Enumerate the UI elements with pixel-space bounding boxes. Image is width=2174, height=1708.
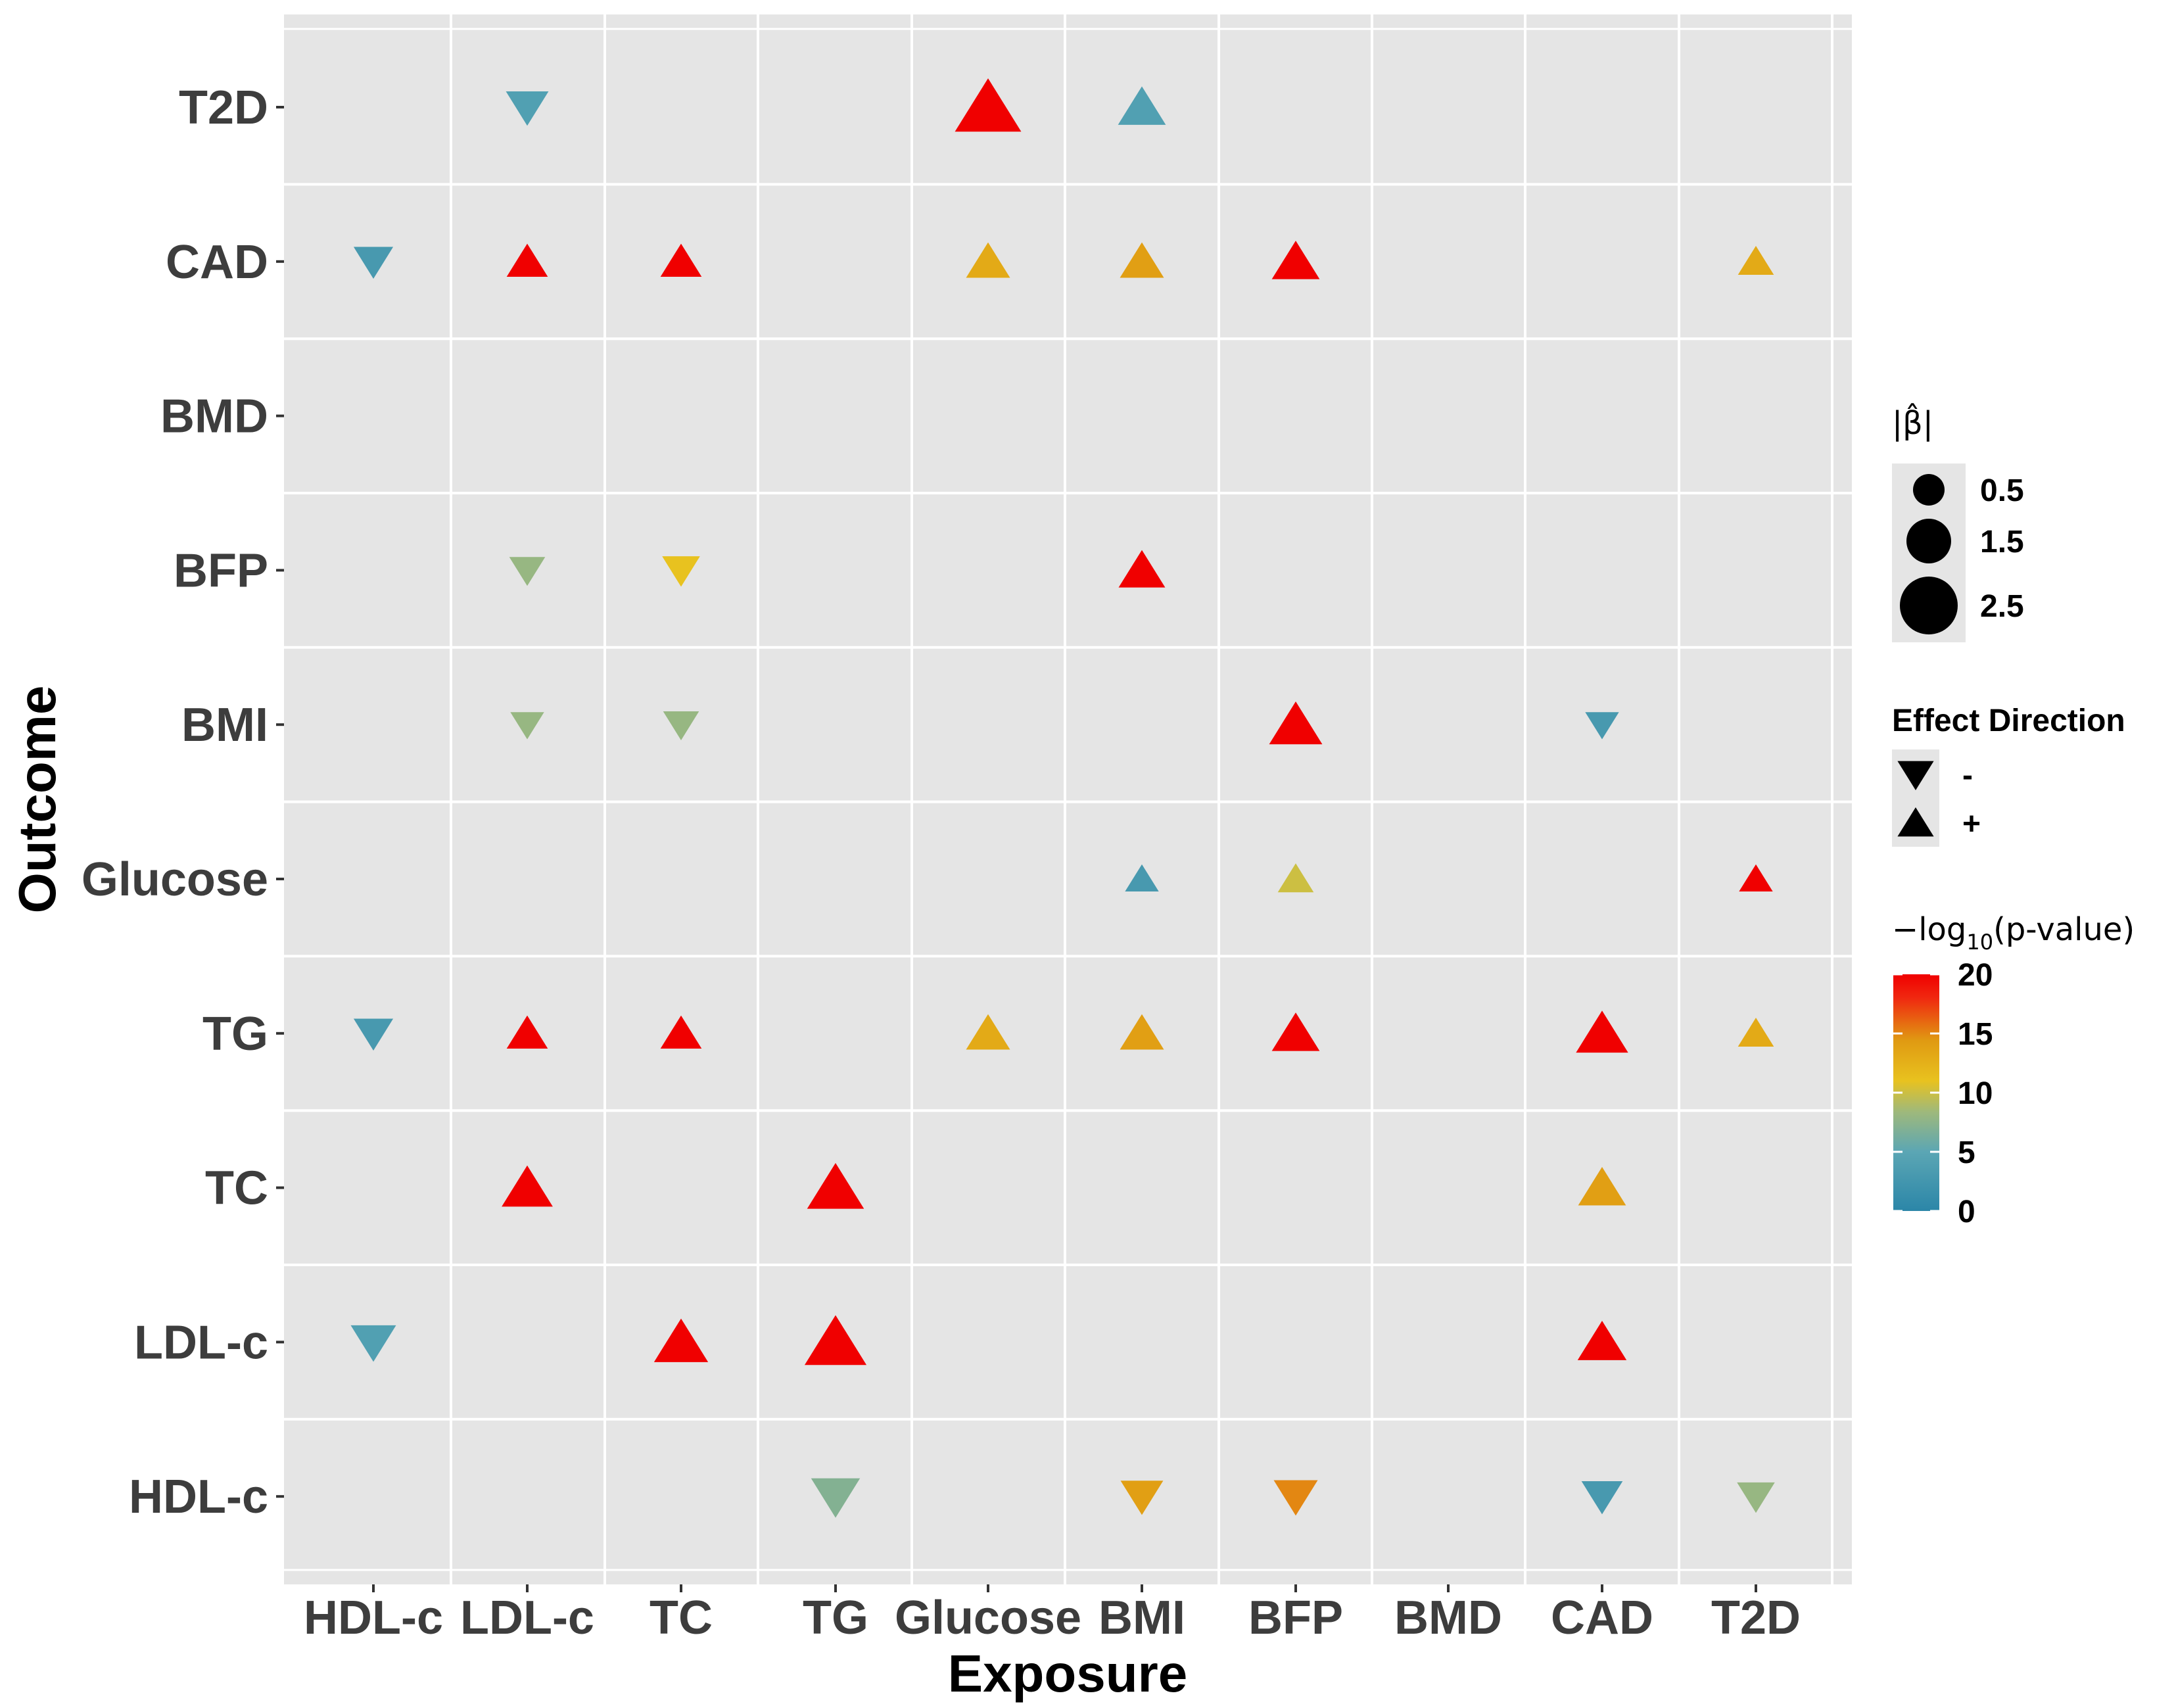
legend-color-title: −log10(p-value) — [1892, 911, 2135, 955]
legend-size-key — [1900, 577, 1958, 634]
y-tick-label: TG — [202, 1008, 268, 1060]
point-ldl-c-to-tc — [502, 1165, 553, 1207]
legend-size: |β̂| 0.5 1.5 2.5 — [1892, 402, 2024, 642]
point-glucose-to-cad — [966, 242, 1010, 278]
y-tick-label: LDL-c — [134, 1316, 268, 1369]
point-bfp-to-hdl-c — [1273, 1480, 1318, 1516]
y-tick-label: T2D — [179, 82, 268, 134]
x-axis-title: Exposure — [948, 1644, 1188, 1703]
point-glucose-to-t2d — [955, 78, 1022, 132]
point-tg-to-ldl-c — [804, 1315, 867, 1365]
point-tg-to-tc — [807, 1162, 864, 1209]
point-bmi-to-tg — [1120, 1014, 1164, 1050]
legend-color-title-suffix: (p-value) — [1993, 911, 2135, 948]
legend-size-key — [1906, 519, 1951, 563]
legend-down-triangle-icon — [1897, 761, 1934, 790]
legend-up-triangle-icon — [1897, 807, 1934, 837]
point-glucose-to-tg — [966, 1014, 1010, 1050]
y-tick-label: Glucose — [82, 853, 268, 906]
x-tick-label: LDL-c — [460, 1592, 594, 1644]
point-ldl-c-to-cad — [506, 243, 548, 277]
point-cad-to-tg — [1576, 1010, 1628, 1053]
x-tick-label: BFP — [1248, 1592, 1343, 1644]
point-bfp-to-tg — [1271, 1012, 1320, 1051]
legend-shape-label: + — [1962, 807, 1981, 842]
point-bfp-to-glucose — [1277, 863, 1314, 893]
point-ldl-c-to-tg — [506, 1015, 548, 1049]
colorbar-tick-label: 20 — [1958, 958, 1993, 993]
x-tick-label: T2D — [1711, 1592, 1801, 1644]
legend-shape: Effect Direction - + — [1892, 703, 2125, 847]
data-points — [350, 78, 1775, 1518]
y-tick-label: HDL-c — [129, 1471, 268, 1523]
point-tc-to-bmi — [663, 711, 699, 740]
legend-color-title-prefix: −log — [1892, 911, 1966, 948]
y-tick-label: TC — [205, 1162, 268, 1215]
x-tick-label: TG — [803, 1592, 868, 1644]
gridlines — [284, 14, 1852, 1584]
point-cad-to-ldl-c — [1577, 1321, 1627, 1360]
y-axis-ticks: HDL-c LDL-c TC TG Glucose BMI BFP BMD CAD T2D — [82, 82, 284, 1523]
point-bfp-to-cad — [1271, 241, 1320, 279]
point-bmi-to-glucose — [1125, 864, 1159, 891]
y-tick-label: BMI — [181, 699, 268, 751]
y-tick-label: CAD — [166, 236, 268, 289]
legend-size-label: 0.5 — [1980, 473, 2024, 508]
point-tc-to-tg — [660, 1015, 702, 1049]
x-tick-label: BMI — [1099, 1592, 1185, 1644]
point-t2d-to-hdl-c — [1737, 1482, 1775, 1513]
point-cad-to-tc — [1578, 1166, 1626, 1206]
point-bmi-to-hdl-c — [1120, 1481, 1164, 1515]
colorbar-tick-label: 15 — [1958, 1017, 1993, 1052]
y-axis-title: Outcome — [8, 686, 66, 914]
legend-size-label: 2.5 — [1980, 589, 2024, 624]
point-hdl-c-to-tg — [353, 1018, 394, 1051]
point-tc-to-ldl-c — [653, 1318, 709, 1362]
point-ldl-c-to-t2d — [506, 91, 549, 126]
y-tick-label: BMD — [160, 391, 268, 443]
x-tick-label: HDL-c — [304, 1592, 443, 1644]
x-tick-label: Glucose — [895, 1592, 1081, 1644]
point-cad-to-bmi — [1585, 712, 1619, 740]
x-tick-label: CAD — [1551, 1592, 1653, 1644]
point-t2d-to-tg — [1737, 1018, 1774, 1047]
point-cad-to-hdl-c — [1581, 1481, 1623, 1515]
point-hdl-c-to-ldl-c — [350, 1325, 396, 1362]
legend-shape-title: Effect Direction — [1892, 703, 2125, 738]
legend-size-label: 1.5 — [1980, 525, 2024, 559]
colorbar-tick-label: 5 — [1958, 1135, 1975, 1170]
x-axis-ticks: HDL-c LDL-c TC TG Glucose BMI BFP BMD CAD T2D — [304, 1584, 1801, 1644]
point-bmi-to-cad — [1120, 242, 1164, 278]
point-tc-to-cad — [660, 243, 702, 277]
x-tick-label: BMD — [1394, 1592, 1502, 1644]
point-t2d-to-glucose — [1739, 864, 1773, 891]
point-bmi-to-t2d — [1118, 86, 1166, 125]
legend-size-key — [1913, 474, 1945, 506]
point-tc-to-bfp — [662, 556, 700, 587]
y-tick-label: BFP — [174, 544, 268, 597]
point-bfp-to-bmi — [1269, 701, 1323, 745]
colorbar-tick-label: 10 — [1958, 1076, 1993, 1111]
x-tick-label: TC — [650, 1592, 713, 1644]
point-ldl-c-to-bmi — [510, 712, 544, 740]
legend-color-title-sub: 10 — [1966, 930, 1993, 955]
legend-shape-label: - — [1962, 758, 1973, 793]
colorbar-tick-label: 0 — [1958, 1195, 1975, 1229]
point-ldl-c-to-bfp — [509, 557, 546, 586]
point-t2d-to-cad — [1737, 246, 1774, 275]
legend-size-title: |β̂| — [1892, 402, 1933, 442]
point-tg-to-hdl-c — [811, 1478, 861, 1518]
point-bmi-to-bfp — [1118, 550, 1166, 588]
point-hdl-c-to-cad — [353, 247, 394, 279]
